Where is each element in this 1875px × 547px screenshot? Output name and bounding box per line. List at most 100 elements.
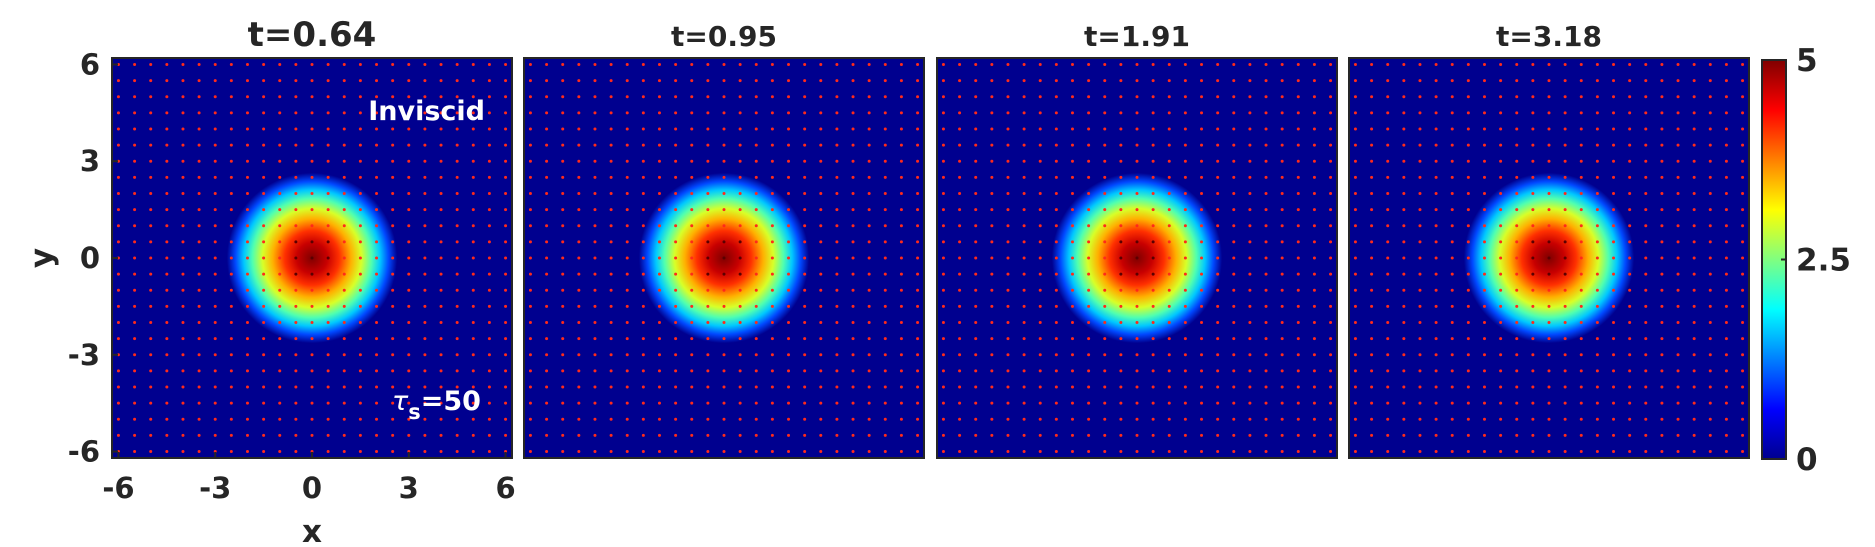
- particle-marker: [1531, 433, 1535, 437]
- particle-marker: [1006, 191, 1010, 195]
- particle-marker: [1660, 240, 1664, 244]
- particle-marker: [181, 95, 185, 99]
- particle-marker: [787, 62, 791, 66]
- particle-marker: [1676, 272, 1680, 276]
- particle-marker: [1232, 240, 1236, 244]
- particle-marker: [1135, 143, 1139, 147]
- particle-marker: [262, 208, 266, 212]
- particle-marker: [1499, 111, 1503, 115]
- particle-marker: [738, 208, 742, 212]
- particle-marker: [1183, 79, 1187, 83]
- particle-marker: [262, 62, 266, 66]
- x-tick-label: 6: [495, 471, 515, 505]
- particle-marker: [835, 111, 839, 115]
- particle-marker: [487, 224, 491, 228]
- particle-marker: [342, 288, 346, 292]
- particle-marker: [455, 127, 459, 131]
- particle-marker: [1151, 304, 1155, 308]
- particle-marker: [1370, 79, 1374, 83]
- particle-marker: [1353, 353, 1357, 357]
- particle-marker: [1006, 208, 1010, 212]
- particle-marker: [1466, 175, 1470, 179]
- particle-marker: [245, 224, 249, 228]
- particle-marker: [391, 175, 395, 179]
- particle-marker: [1022, 62, 1026, 66]
- particle-marker: [213, 95, 217, 99]
- particle-marker: [1515, 159, 1519, 163]
- particle-marker: [1151, 288, 1155, 292]
- particle-marker: [407, 321, 411, 325]
- particle-marker: [439, 62, 443, 66]
- particle-marker: [1038, 450, 1042, 454]
- particle-marker: [1612, 240, 1616, 244]
- particle-marker: [1547, 337, 1551, 341]
- particle-marker: [1370, 353, 1374, 357]
- particle-marker: [487, 143, 491, 147]
- particle-marker: [1547, 159, 1551, 163]
- particle-marker: [213, 191, 217, 195]
- particle-marker: [455, 401, 459, 405]
- particle-marker: [1676, 175, 1680, 179]
- particle-marker: [294, 304, 298, 308]
- particle-marker: [229, 369, 233, 373]
- particle-marker: [625, 208, 629, 212]
- particle-marker: [1329, 353, 1333, 357]
- particle-marker: [657, 272, 661, 276]
- particle-marker: [1724, 62, 1728, 66]
- particle-marker: [706, 224, 710, 228]
- particle-marker: [1708, 95, 1712, 99]
- particle-marker: [1660, 450, 1664, 454]
- particle-marker: [674, 143, 678, 147]
- particle-marker: [1135, 353, 1139, 357]
- particle-marker: [1386, 321, 1390, 325]
- particle-marker: [899, 353, 903, 357]
- particle-marker: [1103, 450, 1107, 454]
- particle-marker: [867, 288, 871, 292]
- particle-marker: [1450, 62, 1454, 66]
- particle-marker: [1070, 369, 1074, 373]
- particle-marker: [625, 304, 629, 308]
- panel-frame: [1348, 57, 1750, 459]
- particle-marker: [609, 159, 613, 163]
- particle-marker: [770, 369, 774, 373]
- particle-marker: [133, 369, 137, 373]
- particle-marker: [835, 208, 839, 212]
- particle-marker: [1595, 256, 1599, 260]
- particle-marker: [738, 321, 742, 325]
- particle-marker: [1595, 321, 1599, 325]
- particle-marker: [1232, 450, 1236, 454]
- particle-marker: [1353, 369, 1357, 373]
- particle-marker: [1547, 401, 1551, 405]
- particle-marker: [770, 337, 774, 341]
- particle-marker: [1119, 143, 1123, 147]
- particle-marker: [958, 191, 962, 195]
- particle-marker: [770, 353, 774, 357]
- particle-marker: [674, 175, 678, 179]
- particle-marker: [1248, 208, 1252, 212]
- particle-marker: [1628, 337, 1632, 341]
- particle-marker: [487, 256, 491, 260]
- particle-marker: [706, 143, 710, 147]
- particle-marker: [1264, 62, 1268, 66]
- particle-marker: [722, 159, 726, 163]
- panel-4: [1348, 57, 1750, 459]
- y-tick-label: 3: [80, 144, 100, 178]
- particle-marker: [803, 288, 807, 292]
- particle-marker: [245, 304, 249, 308]
- particle-marker: [561, 224, 565, 228]
- particle-marker: [1200, 111, 1204, 115]
- particle-marker: [165, 337, 169, 341]
- particle-marker: [916, 304, 920, 308]
- particle-marker: [1418, 288, 1422, 292]
- particle-marker: [835, 321, 839, 325]
- particle-marker: [471, 159, 475, 163]
- particle-marker: [851, 321, 855, 325]
- particle-marker: [1434, 256, 1438, 260]
- particle-marker: [1135, 272, 1139, 276]
- panel-title: t=0.95: [671, 20, 777, 53]
- particle-marker: [722, 321, 726, 325]
- particle-marker: [974, 111, 978, 115]
- particle-marker: [609, 240, 613, 244]
- particle-marker: [294, 337, 298, 341]
- particle-marker: [1660, 272, 1664, 276]
